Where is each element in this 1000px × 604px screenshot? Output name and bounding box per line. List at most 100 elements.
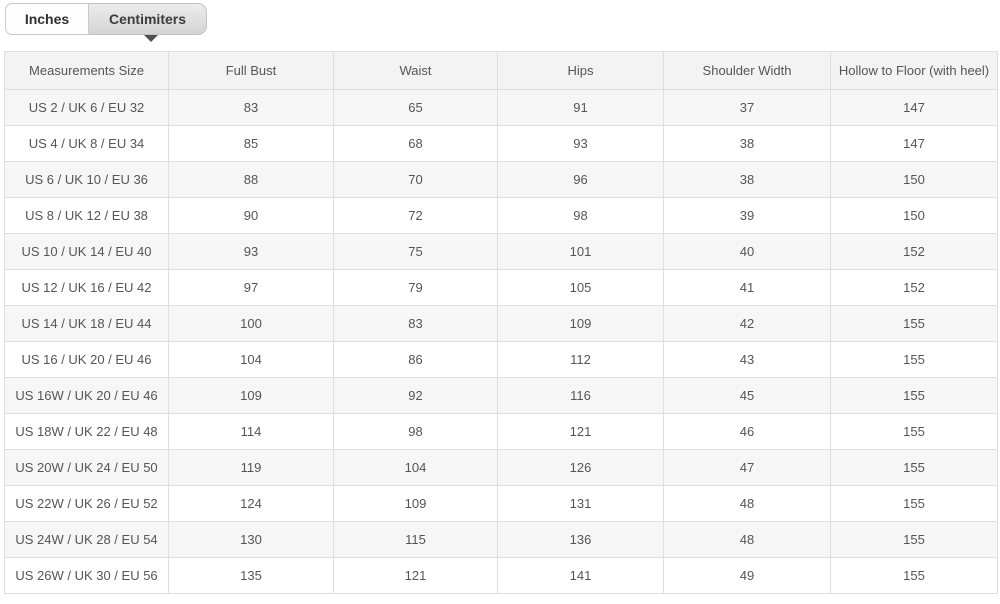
value-cell: 147 [830, 125, 998, 162]
value-cell: 109 [333, 485, 498, 522]
value-cell: 48 [663, 521, 831, 558]
value-cell: 152 [830, 269, 998, 306]
size-label-cell: US 24W / UK 28 / EU 54 [4, 521, 169, 558]
value-cell: 91 [497, 89, 664, 126]
size-label-cell: US 20W / UK 24 / EU 50 [4, 449, 169, 486]
value-cell: 72 [333, 197, 498, 234]
value-cell: 121 [333, 557, 498, 594]
value-cell: 114 [168, 413, 334, 450]
value-cell: 83 [168, 89, 334, 126]
value-cell: 150 [830, 161, 998, 198]
value-cell: 97 [168, 269, 334, 306]
value-cell: 42 [663, 305, 831, 342]
size-label-cell: US 4 / UK 8 / EU 34 [4, 125, 169, 162]
size-label-cell: US 2 / UK 6 / EU 32 [4, 89, 169, 126]
value-cell: 112 [497, 341, 664, 378]
value-cell: 38 [663, 161, 831, 198]
table-row: US 26W / UK 30 / EU 56 135 121 141 49 155 [4, 557, 998, 594]
column-header: Full Bust [168, 51, 334, 90]
value-cell: 147 [830, 89, 998, 126]
tab-inches[interactable]: Inches [5, 3, 89, 35]
table-row: US 10 / UK 14 / EU 40 93 75 101 40 152 [4, 233, 998, 270]
value-cell: 100 [168, 305, 334, 342]
size-label-cell: US 26W / UK 30 / EU 56 [4, 557, 169, 594]
table-row: US 12 / UK 16 / EU 42 97 79 105 41 152 [4, 269, 998, 306]
unit-tabs: Inches Centimiters [5, 3, 1000, 43]
column-header: Measurements Size [4, 51, 169, 90]
value-cell: 135 [168, 557, 334, 594]
value-cell: 98 [497, 197, 664, 234]
table-row: US 6 / UK 10 / EU 36 88 70 96 38 150 [4, 161, 998, 198]
size-label-cell: US 10 / UK 14 / EU 40 [4, 233, 169, 270]
size-label-cell: US 22W / UK 26 / EU 52 [4, 485, 169, 522]
value-cell: 86 [333, 341, 498, 378]
value-cell: 38 [663, 125, 831, 162]
size-label-cell: US 16 / UK 20 / EU 46 [4, 341, 169, 378]
value-cell: 152 [830, 233, 998, 270]
value-cell: 155 [830, 413, 998, 450]
value-cell: 109 [497, 305, 664, 342]
table-row: US 20W / UK 24 / EU 50 119 104 126 47 155 [4, 449, 998, 486]
value-cell: 96 [497, 161, 664, 198]
column-header: Hollow to Floor (with heel) [830, 51, 998, 90]
value-cell: 104 [333, 449, 498, 486]
value-cell: 79 [333, 269, 498, 306]
value-cell: 70 [333, 161, 498, 198]
value-cell: 47 [663, 449, 831, 486]
value-cell: 150 [830, 197, 998, 234]
table-row: US 24W / UK 28 / EU 54 130 115 136 48 155 [4, 521, 998, 558]
column-header: Waist [333, 51, 498, 90]
value-cell: 155 [830, 341, 998, 378]
value-cell: 40 [663, 233, 831, 270]
value-cell: 115 [333, 521, 498, 558]
value-cell: 116 [497, 377, 664, 414]
size-label-cell: US 18W / UK 22 / EU 48 [4, 413, 169, 450]
value-cell: 105 [497, 269, 664, 306]
value-cell: 101 [497, 233, 664, 270]
tab-centimiters[interactable]: Centimiters [89, 3, 207, 35]
caret-down-icon [144, 35, 158, 42]
value-cell: 37 [663, 89, 831, 126]
value-cell: 104 [168, 341, 334, 378]
value-cell: 93 [168, 233, 334, 270]
table-row: US 18W / UK 22 / EU 48 114 98 121 46 155 [4, 413, 998, 450]
value-cell: 155 [830, 377, 998, 414]
column-header: Hips [497, 51, 664, 90]
value-cell: 155 [830, 521, 998, 558]
table-row: US 22W / UK 26 / EU 52 124 109 131 48 155 [4, 485, 998, 522]
value-cell: 49 [663, 557, 831, 594]
table-row: US 16W / UK 20 / EU 46 109 92 116 45 155 [4, 377, 998, 414]
value-cell: 93 [497, 125, 664, 162]
value-cell: 130 [168, 521, 334, 558]
value-cell: 141 [497, 557, 664, 594]
size-chart-table: Measurements Size Full Bust Waist Hips Shoul… [4, 51, 998, 594]
value-cell: 121 [497, 413, 664, 450]
value-cell: 39 [663, 197, 831, 234]
size-label-cell: US 14 / UK 18 / EU 44 [4, 305, 169, 342]
value-cell: 126 [497, 449, 664, 486]
table-row: US 8 / UK 12 / EU 38 90 72 98 39 150 [4, 197, 998, 234]
value-cell: 88 [168, 161, 334, 198]
value-cell: 48 [663, 485, 831, 522]
size-label-cell: US 8 / UK 12 / EU 38 [4, 197, 169, 234]
table-row: US 2 / UK 6 / EU 32 83 65 91 37 147 [4, 89, 998, 126]
value-cell: 85 [168, 125, 334, 162]
size-label-cell: US 12 / UK 16 / EU 42 [4, 269, 169, 306]
table-row: US 4 / UK 8 / EU 34 85 68 93 38 147 [4, 125, 998, 162]
value-cell: 92 [333, 377, 498, 414]
size-label-cell: US 6 / UK 10 / EU 36 [4, 161, 169, 198]
value-cell: 90 [168, 197, 334, 234]
value-cell: 119 [168, 449, 334, 486]
value-cell: 155 [830, 449, 998, 486]
table-row: US 14 / UK 18 / EU 44 100 83 109 42 155 [4, 305, 998, 342]
value-cell: 43 [663, 341, 831, 378]
value-cell: 155 [830, 305, 998, 342]
value-cell: 75 [333, 233, 498, 270]
value-cell: 131 [497, 485, 664, 522]
value-cell: 109 [168, 377, 334, 414]
value-cell: 65 [333, 89, 498, 126]
value-cell: 46 [663, 413, 831, 450]
table-header-row: Measurements Size Full Bust Waist Hips Shoul… [4, 51, 998, 90]
value-cell: 155 [830, 557, 998, 594]
value-cell: 136 [497, 521, 664, 558]
